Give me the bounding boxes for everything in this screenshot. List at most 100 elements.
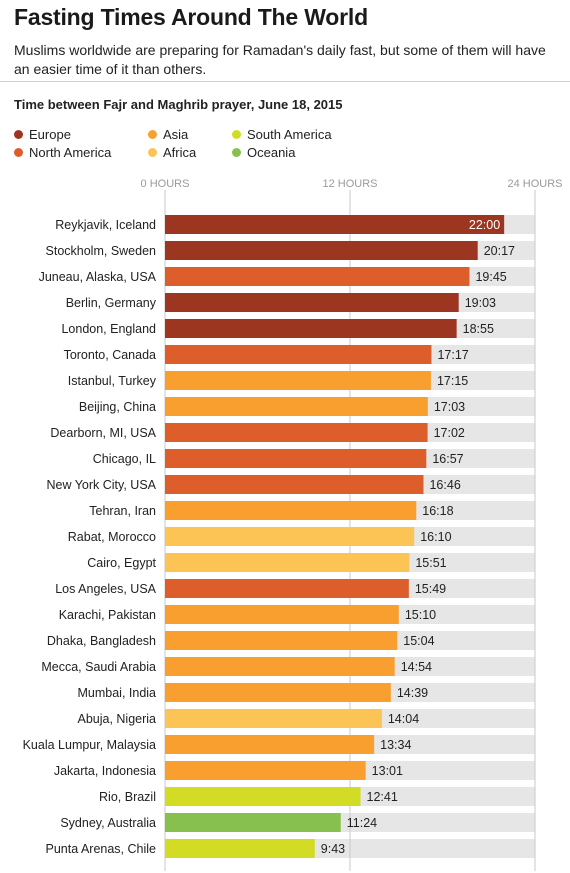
value-label: 14:04 [388,712,419,726]
bar [165,839,315,858]
value-label: 15:10 [405,608,436,622]
bar-chart: 0 HOURS 12 HOURS 24 HOURS Reykjavik, Icelan… [23,178,563,871]
chart-subtitle: Muslims worldwide are preparing for Rama… [14,42,546,77]
legend-item-oceania: Oceania [232,143,295,161]
bar [165,761,366,780]
city-label: Berlin, Germany [66,296,157,310]
legend-item-south-america: South America [232,125,332,143]
value-label: 16:46 [429,478,460,492]
legend: Europe North America Asia Africa South A… [14,125,554,165]
bar [165,241,478,260]
legend-label: Oceania [247,144,296,160]
bar [165,371,431,390]
value-label: 17:15 [437,374,468,388]
bar [165,657,395,676]
city-label: Rabat, Morocco [68,530,156,544]
legend-label: Europe [29,126,71,142]
bar [165,787,361,806]
value-label: 17:02 [434,426,465,440]
legend-swatch-south-america [232,129,241,139]
city-label: Chicago, IL [93,452,156,466]
legend-item-africa: Africa [148,143,196,161]
value-label: 16:18 [422,504,453,518]
bar [165,813,341,832]
value-label: 16:10 [420,530,451,544]
value-label: 19:03 [465,296,496,310]
bar [165,501,417,520]
city-label: Kuala Lumpur, Malaysia [23,738,156,752]
bar [165,397,428,416]
city-label: Rio, Brazil [99,790,156,804]
value-label: 19:45 [475,270,506,284]
value-label: 9:43 [321,842,345,856]
city-label: Istanbul, Turkey [68,374,157,388]
legend-swatch-europe [14,129,23,139]
city-label: Tehran, Iran [89,504,156,518]
city-label: London, England [61,322,156,336]
city-label: Sydney, Australia [60,816,156,830]
bar [165,449,427,468]
city-label: Punta Arenas, Chile [46,842,157,856]
chart-heading: Time between Fajr and Maghrib prayer, Ju… [14,97,343,112]
value-label: 14:39 [397,686,428,700]
bar [165,475,424,494]
city-label: Toronto, Canada [64,348,156,362]
legend-swatch-oceania [232,147,241,157]
city-label: Mumbai, India [77,686,156,700]
value-label: 15:04 [403,634,434,648]
bar [165,527,415,546]
city-label: Abuja, Nigeria [77,712,156,726]
value-label: 15:49 [415,582,446,596]
bar [165,735,375,754]
legend-swatch-north-america [14,147,23,157]
value-label: 11:24 [347,816,377,830]
legend-item-asia: Asia [148,125,188,143]
value-label: 22:00 [469,218,500,232]
legend-label: North America [29,144,112,160]
city-label: Dearborn, MI, USA [50,426,156,440]
value-label: 17:03 [434,400,465,414]
bar [165,631,398,650]
bar [165,709,382,728]
bar [165,423,428,442]
city-label: New York City, USA [46,478,156,492]
value-label: 18:55 [463,322,494,336]
bar [165,579,409,598]
city-label: Los Angeles, USA [55,582,156,596]
value-label: 15:51 [415,556,446,570]
city-label: Dhaka, Bangladesh [47,634,156,648]
legend-swatch-africa [148,147,157,157]
value-label: 16:57 [432,452,463,466]
bar [165,553,410,572]
value-label: 14:54 [401,660,432,674]
bar [165,319,457,338]
bar [165,683,391,702]
value-label: 20:17 [484,244,515,258]
city-label: Mecca, Saudi Arabia [41,660,156,674]
x-tick-label: 24 HOURS [507,178,562,190]
bar [165,345,432,364]
legend-label: Africa [163,144,197,160]
value-label: 13:01 [372,764,403,778]
bar [165,605,399,624]
value-label: 13:34 [380,738,411,752]
city-label: Juneau, Alaska, USA [39,270,157,284]
city-label: Reykjavik, Iceland [55,218,156,232]
city-label: Cairo, Egypt [87,556,156,570]
legend-item-europe: Europe [14,125,71,143]
x-tick-label: 0 HOURS [141,178,190,190]
legend-label: Asia [163,126,189,142]
city-label: Stockholm, Sweden [46,244,157,258]
divider [0,81,570,82]
value-label: 12:41 [367,790,398,804]
bar [165,215,505,234]
bar [165,267,470,286]
city-label: Jakarta, Indonesia [54,764,156,778]
bar [165,293,459,312]
value-label: 17:17 [437,348,468,362]
city-label: Karachi, Pakistan [59,608,156,622]
city-label: Beijing, China [79,400,156,414]
legend-swatch-asia [148,129,157,139]
x-tick-label: 12 HOURS [322,178,377,190]
legend-item-north-america: North America [14,143,111,161]
